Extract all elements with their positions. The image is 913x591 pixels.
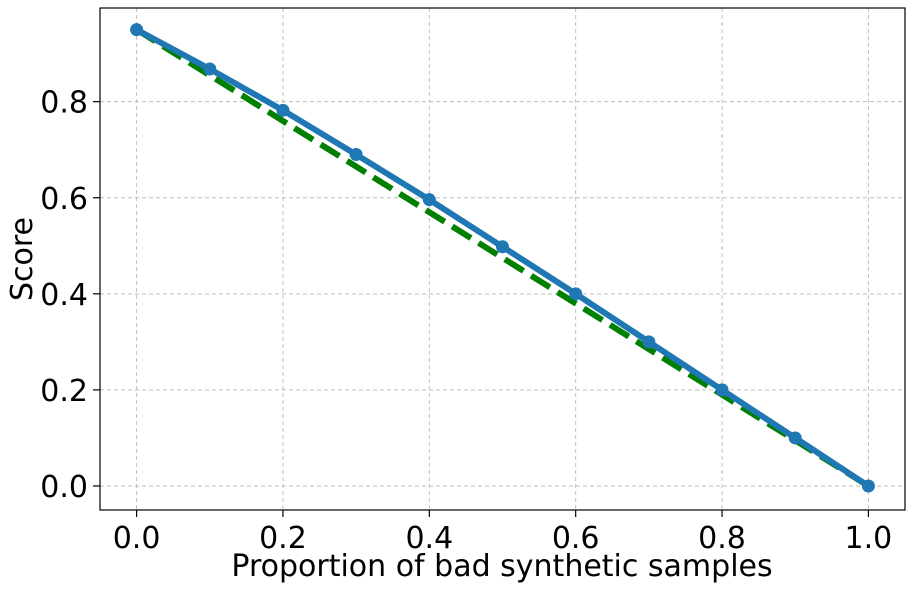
x-tick-label: 0.4 xyxy=(405,521,453,556)
series-score-point xyxy=(276,103,290,117)
x-tick-label: 0.0 xyxy=(113,521,161,556)
series-score-point xyxy=(203,62,217,76)
plot-frame xyxy=(99,7,906,511)
axis-ticks: 0.0 0.2 0.4 0.6 0.8 1.0 0.0 0.2 0.4 0.6 0.8 xyxy=(40,86,892,556)
series-score-point xyxy=(715,383,729,397)
series-score-point xyxy=(788,431,802,445)
series-score-point xyxy=(642,335,656,349)
y-tick-label: 0.8 xyxy=(40,86,88,121)
y-tick-label: 0.4 xyxy=(40,278,88,313)
series-reference-line xyxy=(135,27,870,489)
x-tick-label: 1.0 xyxy=(845,521,893,556)
x-tick-label: 0.6 xyxy=(552,521,600,556)
y-tick-label: 0.0 xyxy=(40,470,88,505)
series-score-point xyxy=(130,23,144,37)
series-score-point xyxy=(569,287,583,301)
x-tick-label: 0.2 xyxy=(259,521,307,556)
x-axis-label: Proportion of bad synthetic samples xyxy=(231,549,772,584)
y-axis-label: Score xyxy=(5,217,40,301)
grid-lines xyxy=(100,8,905,510)
y-tick-label: 0.2 xyxy=(40,374,88,409)
series-layer xyxy=(130,23,875,493)
series-score-point xyxy=(349,148,363,162)
series-score-point xyxy=(861,479,875,493)
series-score-point xyxy=(422,193,436,207)
x-tick-label: 0.8 xyxy=(698,521,746,556)
y-tick-label: 0.6 xyxy=(40,182,88,217)
series-score-point xyxy=(496,240,509,254)
